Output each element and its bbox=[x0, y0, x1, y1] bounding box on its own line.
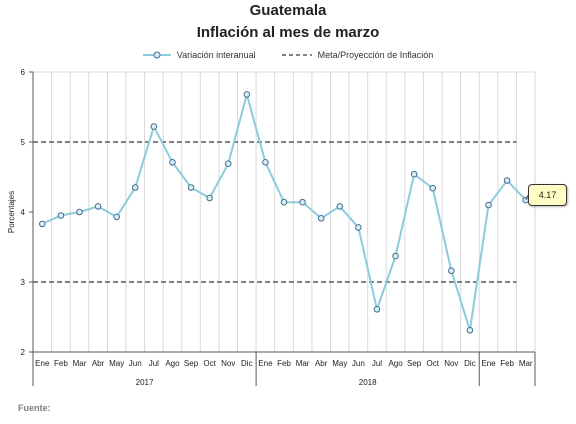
data-point bbox=[76, 208, 83, 216]
legend-item-meta: Meta/Proyección de Inflación bbox=[281, 50, 434, 60]
legend-label-variacion: Variación interanual bbox=[176, 50, 256, 60]
y-tick-label: 5 bbox=[21, 138, 26, 147]
data-point bbox=[206, 194, 213, 202]
x-tick-label: May bbox=[109, 359, 124, 368]
legend-line-marker-icon bbox=[142, 51, 171, 59]
last-value-callout: 4.17 bbox=[528, 184, 567, 206]
x-tick-label: Abr bbox=[92, 359, 105, 368]
data-point bbox=[448, 267, 455, 275]
x-tick-label: Feb bbox=[277, 359, 291, 368]
data-point bbox=[38, 220, 46, 228]
data-point bbox=[131, 184, 139, 191]
y-axis-label: Porcentajes bbox=[7, 191, 16, 233]
x-tick-label: Jun bbox=[352, 359, 365, 368]
x-tick-label: Nov bbox=[221, 359, 235, 368]
x-tick-label: Sep bbox=[184, 359, 199, 368]
x-tick-label: Oct bbox=[203, 359, 216, 368]
year-group-label: 2017 bbox=[136, 378, 154, 387]
x-tick-label: Mar bbox=[519, 359, 533, 368]
x-tick-label: Feb bbox=[54, 359, 68, 368]
data-point bbox=[503, 177, 511, 184]
x-tick-label: Dic bbox=[241, 359, 253, 368]
data-point bbox=[243, 91, 251, 98]
data-point bbox=[224, 160, 232, 167]
chart-legend: Variación interanual Meta/Proyección de … bbox=[0, 50, 576, 60]
chart-subtitle: Inflación al mes de marzo bbox=[196, 24, 380, 41]
data-point bbox=[299, 198, 306, 206]
x-tick-label: Jul bbox=[372, 359, 382, 368]
data-point bbox=[113, 213, 120, 221]
data-point bbox=[429, 184, 437, 192]
data-point bbox=[57, 212, 65, 219]
x-tick-label: Ago bbox=[165, 359, 180, 368]
legend-item-variacion: Variación interanual bbox=[142, 50, 256, 60]
legend-dashed-line-icon bbox=[281, 54, 312, 56]
x-tick-label: Ene bbox=[35, 359, 50, 368]
x-tick-label: Feb bbox=[500, 359, 514, 368]
data-point bbox=[169, 159, 176, 166]
y-tick-label: 6 bbox=[21, 68, 26, 77]
data-point bbox=[336, 203, 344, 210]
data-point bbox=[355, 224, 362, 231]
x-tick-label: Dic bbox=[464, 359, 476, 368]
x-tick-label: Ene bbox=[258, 359, 273, 368]
data-point bbox=[262, 159, 269, 166]
y-tick-label: 4 bbox=[21, 208, 26, 217]
data-point bbox=[485, 201, 492, 209]
x-tick-label: Jul bbox=[149, 359, 159, 368]
x-tick-label: Mar bbox=[73, 359, 87, 368]
chart-title: Guatemala bbox=[249, 2, 327, 19]
x-tick-label: Ago bbox=[388, 359, 403, 368]
series-line-variacion bbox=[41, 90, 527, 331]
callout-connector bbox=[525, 194, 529, 201]
footer-source: Fuente: bbox=[18, 403, 51, 413]
data-point bbox=[317, 215, 325, 222]
data-point bbox=[94, 203, 102, 210]
data-point bbox=[280, 198, 288, 206]
legend-label-meta: Meta/Proyección de Inflación bbox=[317, 50, 434, 60]
x-tick-label: May bbox=[332, 359, 347, 368]
x-tick-label: Mar bbox=[296, 359, 310, 368]
x-tick-label: Nov bbox=[444, 359, 458, 368]
x-tick-label: Oct bbox=[427, 359, 440, 368]
x-tick-label: Ene bbox=[481, 359, 496, 368]
x-tick-label: Sep bbox=[407, 359, 422, 368]
y-tick-label: 3 bbox=[21, 278, 26, 287]
data-point bbox=[150, 123, 158, 130]
data-point bbox=[373, 306, 381, 313]
year-group-label: 2018 bbox=[359, 378, 377, 387]
data-point bbox=[466, 327, 474, 334]
data-point bbox=[187, 184, 195, 191]
data-point bbox=[410, 170, 418, 178]
data-point bbox=[392, 252, 399, 260]
y-tick-label: 2 bbox=[21, 348, 26, 357]
x-tick-label: Jun bbox=[129, 359, 142, 368]
x-tick-label: Abr bbox=[315, 359, 328, 368]
